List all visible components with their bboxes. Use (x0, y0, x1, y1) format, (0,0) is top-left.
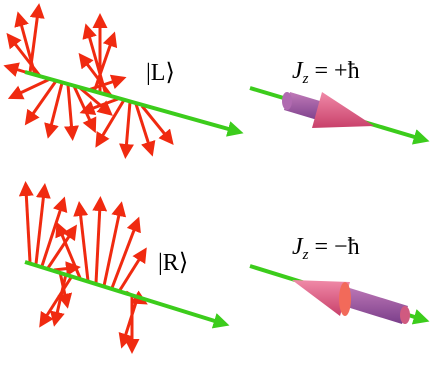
spin-cap (282, 92, 292, 110)
jz-label: Jz= −ħ (292, 234, 360, 263)
jz-label: Jz= +ħ (292, 58, 360, 87)
spin-cap (400, 306, 410, 324)
jz-subscript: z (302, 71, 309, 87)
state-label: |L⟩ (146, 60, 175, 86)
spin-cone-base (339, 282, 351, 316)
jz-value: = +ħ (315, 58, 360, 84)
field-vectors-left (12, 12, 168, 150)
jz-subscript: z (302, 247, 309, 263)
state-label: |R⟩ (158, 250, 188, 276)
jz-value: = −ħ (315, 234, 360, 260)
axis-arrow (25, 262, 218, 322)
spin-cone (312, 92, 374, 128)
diagram: |L⟩ Jz= +ħ |R⟩ Jz= −ħ (0, 0, 442, 372)
